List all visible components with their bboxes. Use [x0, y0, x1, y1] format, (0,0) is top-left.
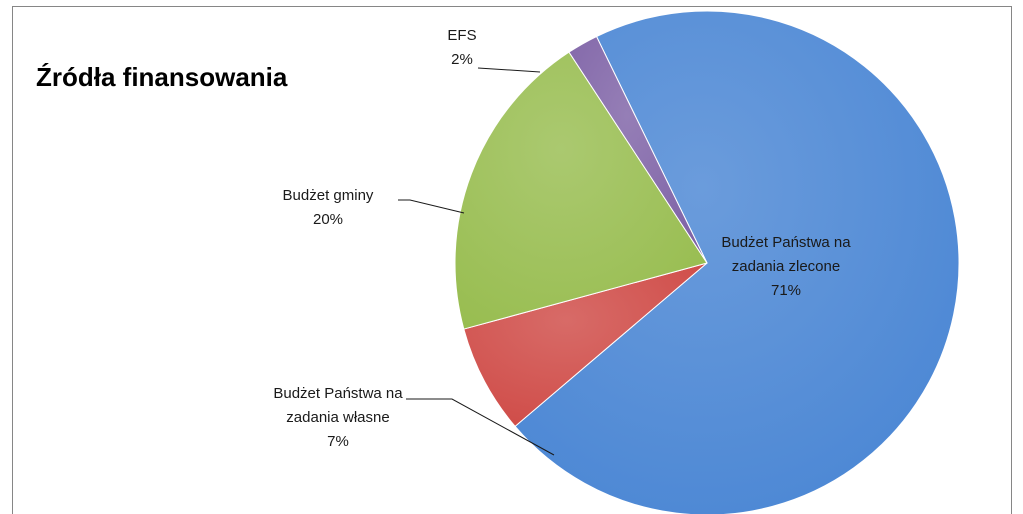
- leader-line-3: [398, 199, 465, 214]
- leader-line-4: [477, 67, 541, 73]
- slice-name-line: zadania własne: [286, 409, 389, 426]
- slice-label-4: EFS 2%: [447, 27, 476, 68]
- slice-name-line: Budżet Państwa na: [273, 385, 403, 402]
- slice-name-line: EFS: [447, 27, 476, 44]
- slice-label-1: Budżet Państwa na zadania zlecone 71%: [721, 234, 851, 299]
- slice-name-line: zadania zlecone: [732, 258, 840, 275]
- slice-percent: 20%: [313, 211, 343, 228]
- slice-percent: 2%: [451, 51, 473, 68]
- pie-slice-1: [514, 10, 960, 514]
- slice-percent: 7%: [327, 433, 349, 450]
- slice-percent: 71%: [771, 282, 801, 299]
- pie-slice-4: [568, 35, 708, 264]
- slice-name-line: Budżet Państwa na: [721, 234, 851, 251]
- chart-title: Źródła finansowania: [36, 62, 288, 92]
- pie-slice-2: [463, 262, 708, 428]
- slice-name-line: Budżet gminy: [283, 187, 374, 204]
- slice-label-3: Budżet gminy 20%: [283, 187, 374, 228]
- leader-line-2: [406, 398, 555, 456]
- slice-label-2: Budżet Państwa na zadania własne 7%: [273, 385, 403, 450]
- pie-slice-3: [454, 51, 708, 330]
